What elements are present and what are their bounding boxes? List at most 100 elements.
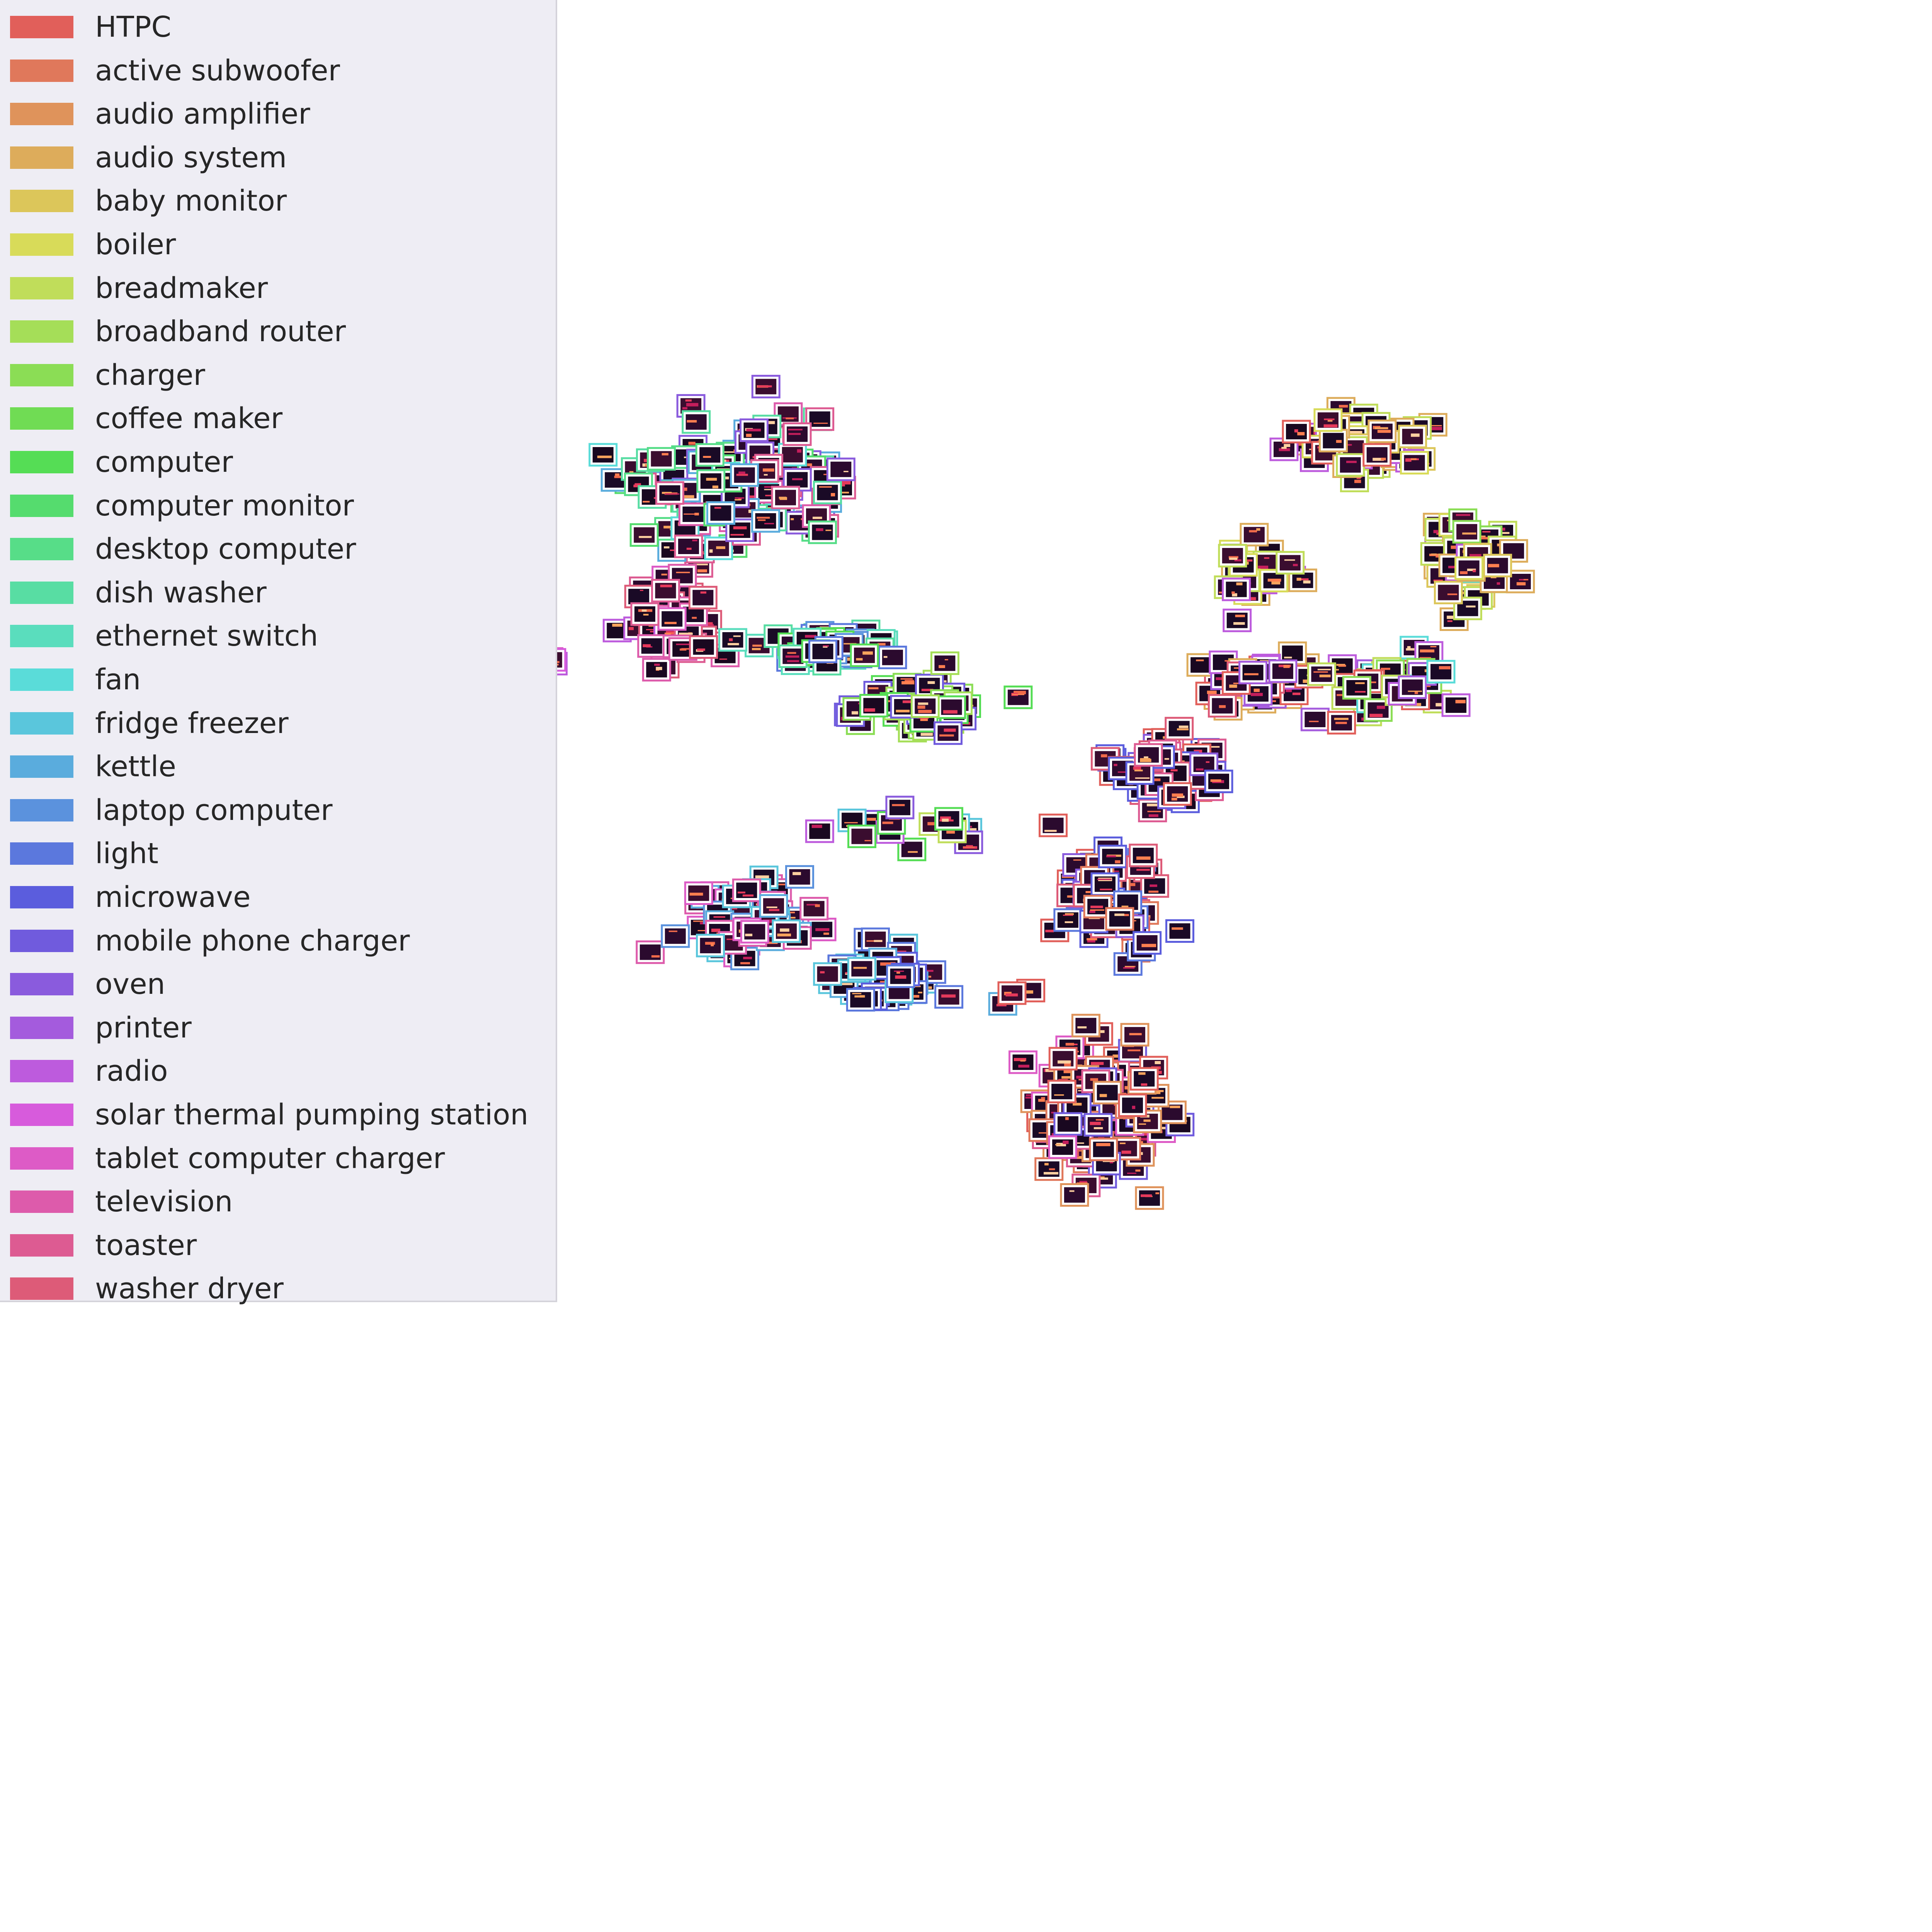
- data-point: [1454, 556, 1484, 580]
- data-point: [1483, 554, 1512, 578]
- legend-swatch: [10, 1016, 73, 1039]
- legend-swatch: [10, 538, 73, 561]
- data-point: [695, 443, 724, 467]
- data-point: [759, 894, 788, 918]
- data-point: [1499, 539, 1528, 563]
- legend-label: printer: [95, 1011, 192, 1044]
- data-point: [657, 607, 687, 631]
- data-point: [1268, 659, 1298, 683]
- data-point: [629, 523, 659, 547]
- data-point: [1047, 1080, 1077, 1104]
- data-point: [688, 586, 718, 610]
- data-point: [1120, 1023, 1150, 1047]
- data-point: [1165, 717, 1194, 741]
- data-point: [588, 443, 618, 467]
- legend-label: boiler: [95, 228, 176, 261]
- data-point: [997, 981, 1027, 1005]
- data-point: [740, 920, 769, 944]
- data-point: [696, 469, 726, 493]
- data-point: [1362, 443, 1392, 467]
- legend-swatch: [10, 1234, 73, 1257]
- legend-item: breadmaker: [10, 273, 268, 304]
- legend-item: printer: [10, 1012, 192, 1043]
- data-point: [751, 375, 781, 398]
- legend-label: television: [95, 1185, 233, 1219]
- data-point: [1093, 1081, 1122, 1105]
- legend-item: charger: [10, 360, 205, 391]
- legend-swatch: [10, 103, 73, 126]
- legend-item: computer: [10, 447, 233, 478]
- data-point: [805, 819, 834, 843]
- legend-item: radio: [10, 1056, 168, 1087]
- legend-item: fan: [10, 664, 141, 695]
- data-point: [934, 985, 964, 1009]
- legend-swatch: [10, 712, 73, 735]
- legend-label: mobile phone charger: [95, 924, 410, 957]
- data-point: [1163, 782, 1192, 806]
- data-point: [1218, 544, 1247, 568]
- data-point: [1282, 420, 1311, 444]
- thumbnail-markers: [519, 375, 1535, 1210]
- data-point: [878, 646, 907, 669]
- data-point: [682, 410, 711, 434]
- data-point: [934, 721, 963, 745]
- data-point: [740, 418, 769, 442]
- legend-swatch: [10, 886, 73, 908]
- legend-label: fridge freezer: [95, 706, 289, 740]
- legend-label: toaster: [95, 1228, 197, 1262]
- legend-item: washer dryer: [10, 1273, 284, 1304]
- legend-item: audio amplifier: [10, 99, 310, 129]
- legend-swatch: [10, 1060, 73, 1083]
- legend-label: dish washer: [95, 576, 267, 609]
- data-point: [1307, 662, 1336, 686]
- data-point: [637, 634, 667, 658]
- legend-label: radio: [95, 1054, 168, 1088]
- legend-item: mobile phone charger: [10, 925, 410, 956]
- data-point: [1071, 1014, 1100, 1037]
- data-point: [861, 927, 890, 951]
- data-point: [1189, 752, 1219, 776]
- legend-item: boiler: [10, 229, 176, 260]
- data-point: [696, 934, 725, 957]
- data-point: [808, 639, 837, 663]
- data-point: [1452, 520, 1481, 544]
- data-point: [778, 644, 808, 668]
- data-point: [1426, 660, 1456, 684]
- legend-label: kettle: [95, 750, 176, 784]
- data-point: [847, 957, 876, 981]
- data-point: [859, 694, 888, 718]
- legend-label: solar thermal pumping station: [95, 1098, 529, 1131]
- data-point: [655, 481, 684, 505]
- data-point: [1238, 661, 1268, 684]
- data-point: [1438, 553, 1468, 577]
- legend-label: computer monitor: [95, 489, 354, 522]
- legend-label: audio system: [95, 141, 287, 174]
- legend-swatch: [10, 581, 73, 604]
- legend-item: toaster: [10, 1230, 197, 1261]
- data-point: [826, 457, 855, 481]
- legend-label: oven: [95, 968, 165, 1001]
- legend-item: solar thermal pumping station: [10, 1099, 528, 1130]
- legend-swatch: [10, 277, 73, 299]
- legend-item: computer monitor: [10, 490, 354, 521]
- legend-label: laptop computer: [95, 793, 333, 827]
- data-point: [807, 918, 837, 941]
- data-point: [937, 695, 966, 719]
- data-point: [630, 602, 660, 626]
- legend-swatch: [10, 625, 73, 648]
- data-point: [782, 422, 812, 446]
- data-point: [1276, 551, 1305, 575]
- data-point: [1204, 769, 1233, 793]
- legend-item: coffee maker: [10, 403, 282, 434]
- data-point: [1319, 429, 1348, 452]
- legend-label: light: [95, 837, 159, 871]
- legend-label: tablet computer charger: [95, 1141, 445, 1175]
- data-point: [850, 643, 879, 667]
- data-point: [1118, 1094, 1147, 1117]
- data-point: [668, 564, 697, 588]
- data-point: [1313, 408, 1343, 432]
- legend-item: ethernet switch: [10, 621, 318, 651]
- legend-item: laptop computer: [10, 795, 333, 826]
